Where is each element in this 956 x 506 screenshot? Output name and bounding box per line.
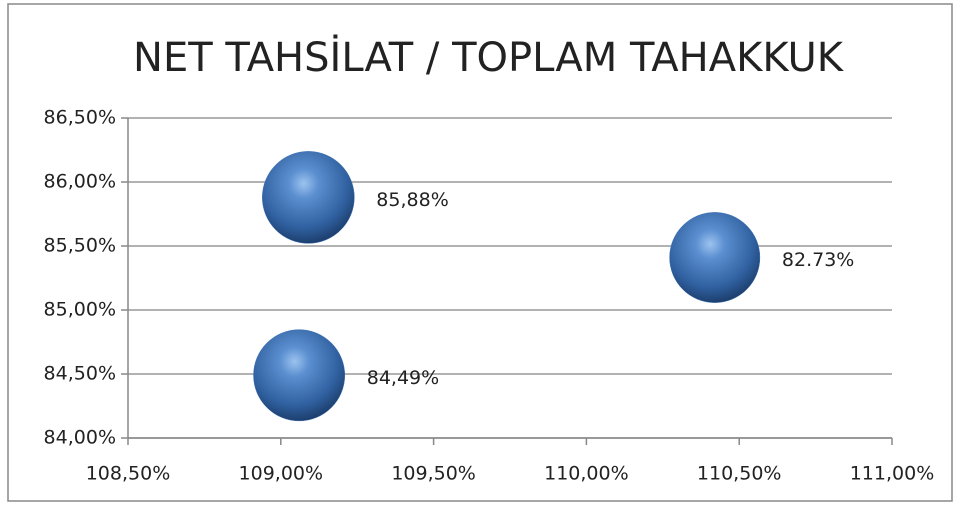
data-label: 84,49% — [367, 367, 439, 389]
y-tick-label: 85,00% — [44, 299, 116, 321]
x-tick-label: 109,50% — [391, 463, 476, 485]
chart-title: NET TAHSİLAT / TOPLAM TAHAKKUK — [133, 33, 845, 81]
y-tick-label: 86,50% — [44, 107, 116, 129]
x-tick-label: 110,00% — [544, 463, 629, 485]
data-label: 85,88% — [376, 189, 448, 211]
y-tick-label: 84,00% — [44, 427, 116, 449]
y-tick-label: 85,50% — [44, 235, 116, 257]
chart-frame — [7, 3, 953, 502]
bubble — [669, 212, 761, 303]
y-tick-label: 86,00% — [44, 171, 116, 193]
bubble — [262, 151, 355, 244]
x-tick-label: 108,50% — [86, 463, 171, 485]
y-tick-label: 84,50% — [44, 363, 116, 385]
x-tick-label: 110,50% — [697, 463, 782, 485]
data-label: 82.73% — [782, 249, 854, 271]
x-tick-label: 109,00% — [239, 463, 324, 485]
x-tick-label: 111,00% — [850, 463, 935, 485]
bubble — [253, 329, 346, 422]
